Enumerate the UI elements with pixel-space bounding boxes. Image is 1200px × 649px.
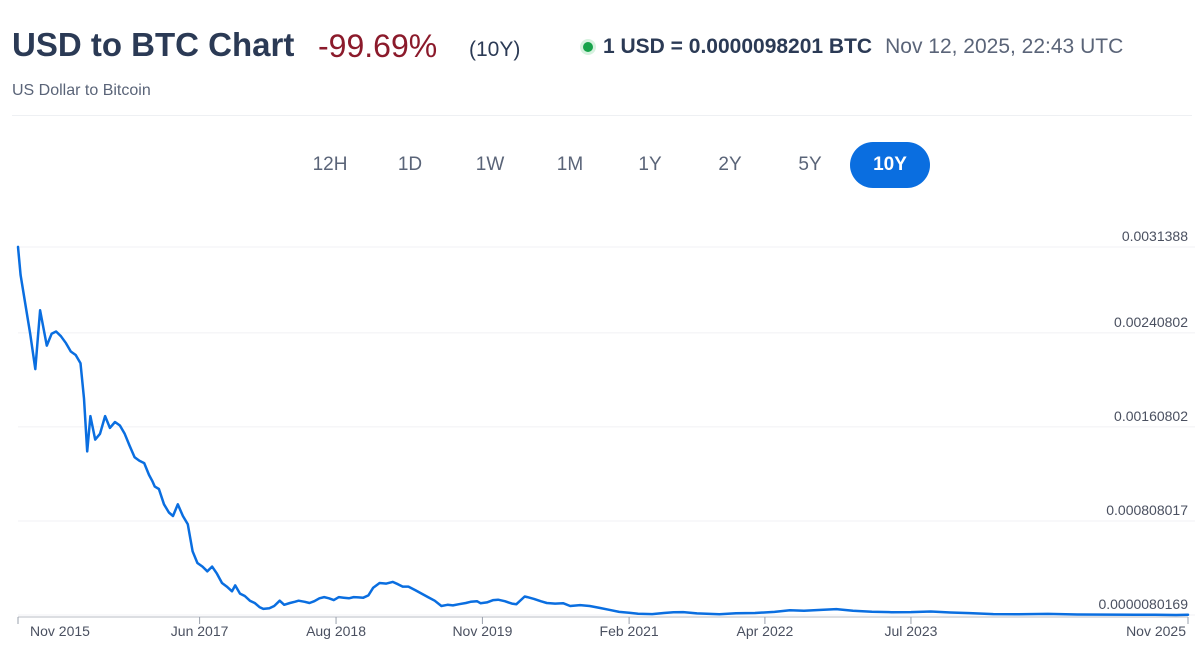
range-button-1w[interactable]: 1W <box>450 142 530 188</box>
y-tick-label: 0.00160802 <box>1114 408 1188 424</box>
range-button-2y[interactable]: 2Y <box>690 142 770 188</box>
range-selector: 12H 1D 1W 1M 1Y 2Y 5Y 10Y <box>290 142 930 188</box>
live-dot-icon <box>583 42 593 52</box>
y-tick-label: 0.000808017 <box>1106 502 1188 518</box>
timestamp: Nov 12, 2025, 22:43 UTC <box>885 35 1124 58</box>
y-tick-label: 0.00240802 <box>1114 314 1188 330</box>
exchange-rate: 1 USD = 0.0000098201 BTC <box>603 35 873 58</box>
divider <box>12 115 1192 116</box>
y-tick-label: 0.0000080169 <box>1098 596 1188 612</box>
subtitle: US Dollar to Bitcoin <box>12 82 151 99</box>
x-tick-label: Nov 2025 <box>1126 623 1186 639</box>
live-rate: 1 USD = 0.0000098201 BTC Nov 12, 2025, 2… <box>583 35 1123 59</box>
y-tick-label: 0.0031388 <box>1122 230 1188 244</box>
x-tick-label: Jun 2017 <box>171 623 229 639</box>
header: USD to BTC Chart -99.69% (10Y) 1 USD = 0… <box>12 26 1192 66</box>
x-tick-label: Apr 2022 <box>736 623 793 639</box>
page-title: USD to BTC Chart <box>12 26 295 63</box>
y-axis: 0.0031388 0.00240802 0.00160802 0.000808017… <box>1098 230 1188 612</box>
price-chart: 0.0031388 0.00240802 0.00160802 0.000808017… <box>16 230 1195 639</box>
x-tick-label: Feb 2021 <box>600 623 659 639</box>
series-line <box>16 245 1190 617</box>
period-label: (10Y) <box>469 38 521 61</box>
grid-lines <box>18 246 1195 616</box>
x-axis: Nov 2015 Jun 2017 Aug 2018 Nov 2019 Feb 2021… <box>17 617 1189 639</box>
percent-change: -99.69% <box>318 28 438 64</box>
range-button-1m[interactable]: 1M <box>530 142 610 188</box>
x-tick-label: Aug 2018 <box>306 623 366 639</box>
range-button-10y[interactable]: 10Y <box>850 142 930 188</box>
x-tick-label: Nov 2015 <box>30 623 90 639</box>
x-tick-label: Jul 2023 <box>884 623 937 639</box>
x-tick-label: Nov 2019 <box>452 623 512 639</box>
range-button-1d[interactable]: 1D <box>370 142 450 188</box>
range-button-1y[interactable]: 1Y <box>610 142 690 188</box>
range-button-5y[interactable]: 5Y <box>770 142 850 188</box>
range-button-12h[interactable]: 12H <box>290 142 370 188</box>
